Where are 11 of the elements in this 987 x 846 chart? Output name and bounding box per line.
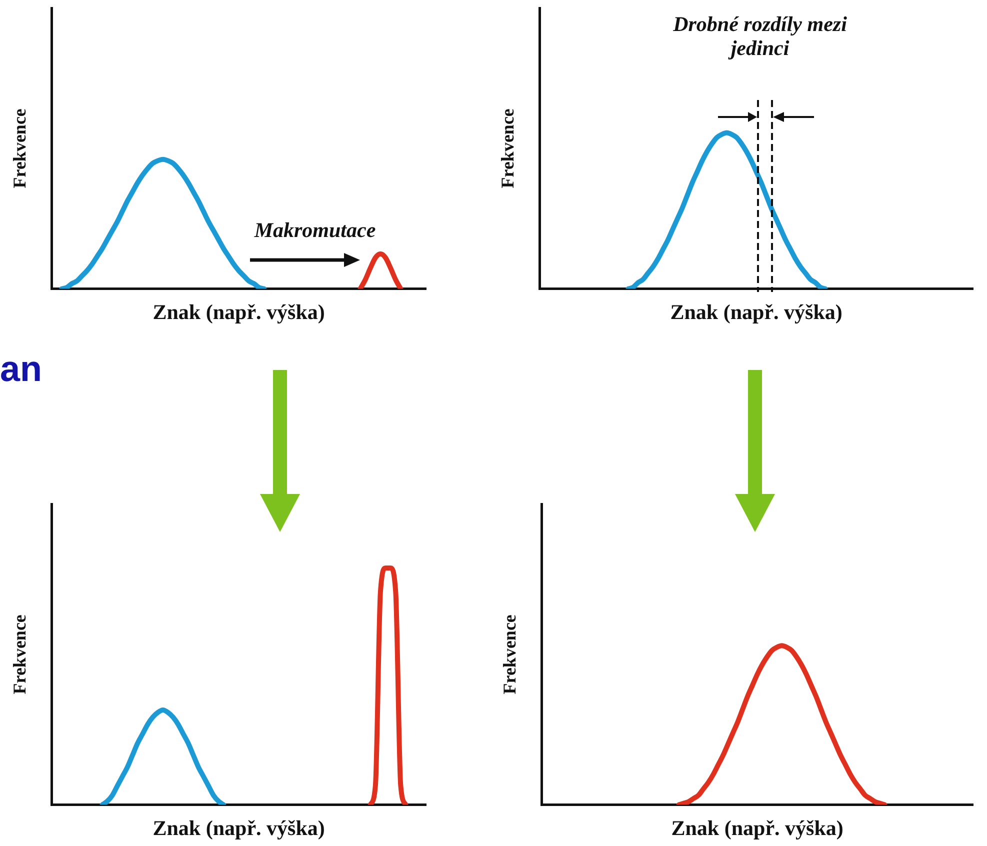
y-axis-title: Frekvence [497, 108, 518, 188]
x-axis-title: Znak (např. výška) [152, 816, 325, 840]
x-axis-title: Znak (např. výška) [152, 300, 325, 324]
annotation: Makromutace [253, 218, 377, 242]
y-axis-title: Frekvence [499, 614, 520, 694]
text: Drobné rozdíly mezi jedinci [672, 12, 848, 60]
x-axis-title: Znak (např. výška) [670, 300, 842, 324]
text: an [0, 348, 44, 390]
y-axis-title: Frekvence [9, 614, 30, 694]
y-axis-title: Frekvence [9, 108, 30, 188]
x-axis-title: Znak (např. výška) [671, 816, 844, 840]
